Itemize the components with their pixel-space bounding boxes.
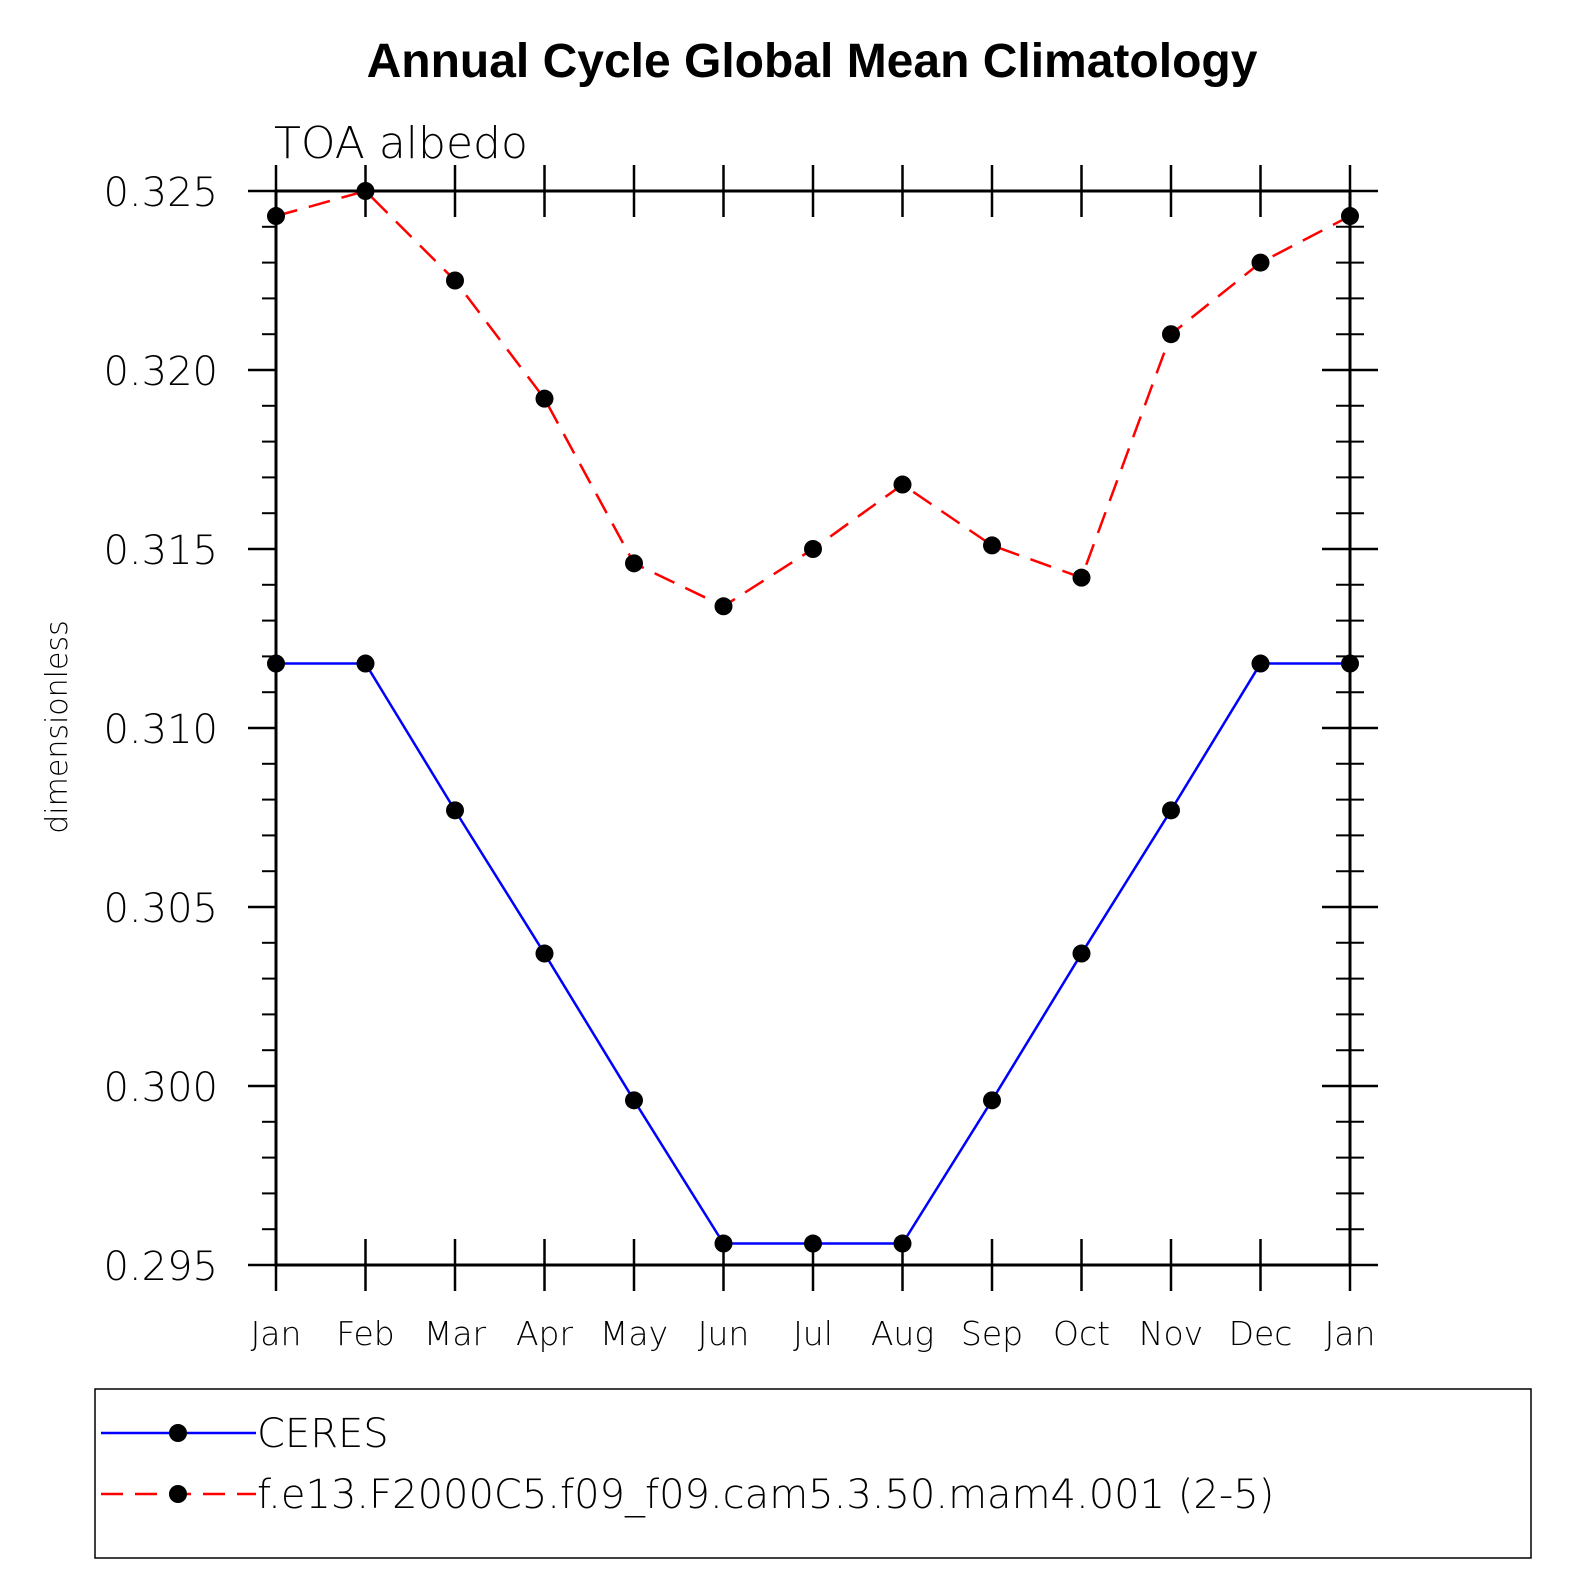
x-tick-label: May <box>600 1314 668 1353</box>
data-point-series-2 <box>625 554 643 573</box>
x-tick-label: Apr <box>516 1314 574 1353</box>
x-tick-label: Jan <box>1325 1314 1376 1353</box>
data-point-series-2 <box>893 475 912 494</box>
data-point-series-1 <box>893 1234 912 1253</box>
x-tick-label: Oct <box>1053 1314 1110 1353</box>
legend-box <box>94 1388 1532 1559</box>
tick-labels: 0.295 0.300 0.305 0.310 0.315 0.320 0.325 Jan Fe… <box>103 170 1375 1353</box>
legend-marker-series-1 <box>169 1424 187 1442</box>
x-tick-label: Jul <box>793 1314 833 1353</box>
legend-label-series-2: f.e13.F2000C5.f09_f09.cam5.3.50.mam4.001… <box>257 1472 1274 1518</box>
data-point-series-1 <box>804 1234 822 1253</box>
y-tick-label: 0.300 <box>103 1065 218 1111</box>
data-point-series-2 <box>714 597 733 616</box>
legend-items: CERES f.e13.F2000C5.f09_f09.cam5.3.50.mam… <box>101 1411 1274 1518</box>
data-point-series-1 <box>983 1091 1001 1110</box>
x-tick-label: Jan <box>251 1314 302 1353</box>
y-tick-label: 0.295 <box>103 1244 218 1290</box>
data-point-series-1 <box>625 1091 643 1110</box>
series-markers <box>267 182 1359 1253</box>
data-point-series-1 <box>1251 654 1270 673</box>
x-tick-label: Aug <box>871 1314 934 1353</box>
data-point-series-2 <box>535 389 554 408</box>
data-point-series-2 <box>804 540 822 558</box>
legend-marker-series-2 <box>169 1485 187 1503</box>
data-point-series-1 <box>1072 944 1091 963</box>
x-tick-label: Sep <box>961 1314 1023 1353</box>
data-point-series-2 <box>983 536 1001 555</box>
x-tick-label: Jun <box>698 1314 750 1353</box>
y-tick-label: 0.325 <box>103 170 218 216</box>
y-axis-label: dimensionless <box>40 620 75 833</box>
data-point-series-2 <box>1072 568 1091 587</box>
y-tick-label: 0.310 <box>103 707 218 753</box>
data-point-series-1 <box>1162 801 1180 820</box>
x-tick-label: Feb <box>336 1314 394 1353</box>
series-lines <box>275 189 1351 1245</box>
data-point-series-1 <box>446 801 464 820</box>
y-tick-label: 0.305 <box>103 886 218 932</box>
y-tick-label: 0.320 <box>103 349 218 395</box>
x-tick-label: Nov <box>1139 1314 1203 1353</box>
data-point-series-1 <box>714 1234 733 1253</box>
x-tick-label: Mar <box>424 1314 487 1353</box>
legend: CERES f.e13.F2000C5.f09_f09.cam5.3.50.mam… <box>94 1388 1532 1559</box>
data-point-series-1 <box>356 654 375 673</box>
y-tick-label: 0.315 <box>103 528 218 574</box>
data-point-series-2 <box>1162 325 1180 344</box>
axis-ticks <box>248 165 1378 1291</box>
series-line-1 <box>276 662 1350 1245</box>
chart-title: Annual Cycle Global Mean Climatology <box>367 35 1258 88</box>
chart-subtitle: TOA albedo <box>274 118 528 169</box>
legend-label-series-1: CERES <box>257 1411 389 1457</box>
plot-area-frame <box>274 189 1352 1267</box>
data-point-series-1 <box>535 944 554 963</box>
data-point-series-2 <box>1251 253 1270 272</box>
x-tick-label: Dec <box>1229 1314 1293 1353</box>
data-point-series-2 <box>446 271 464 290</box>
